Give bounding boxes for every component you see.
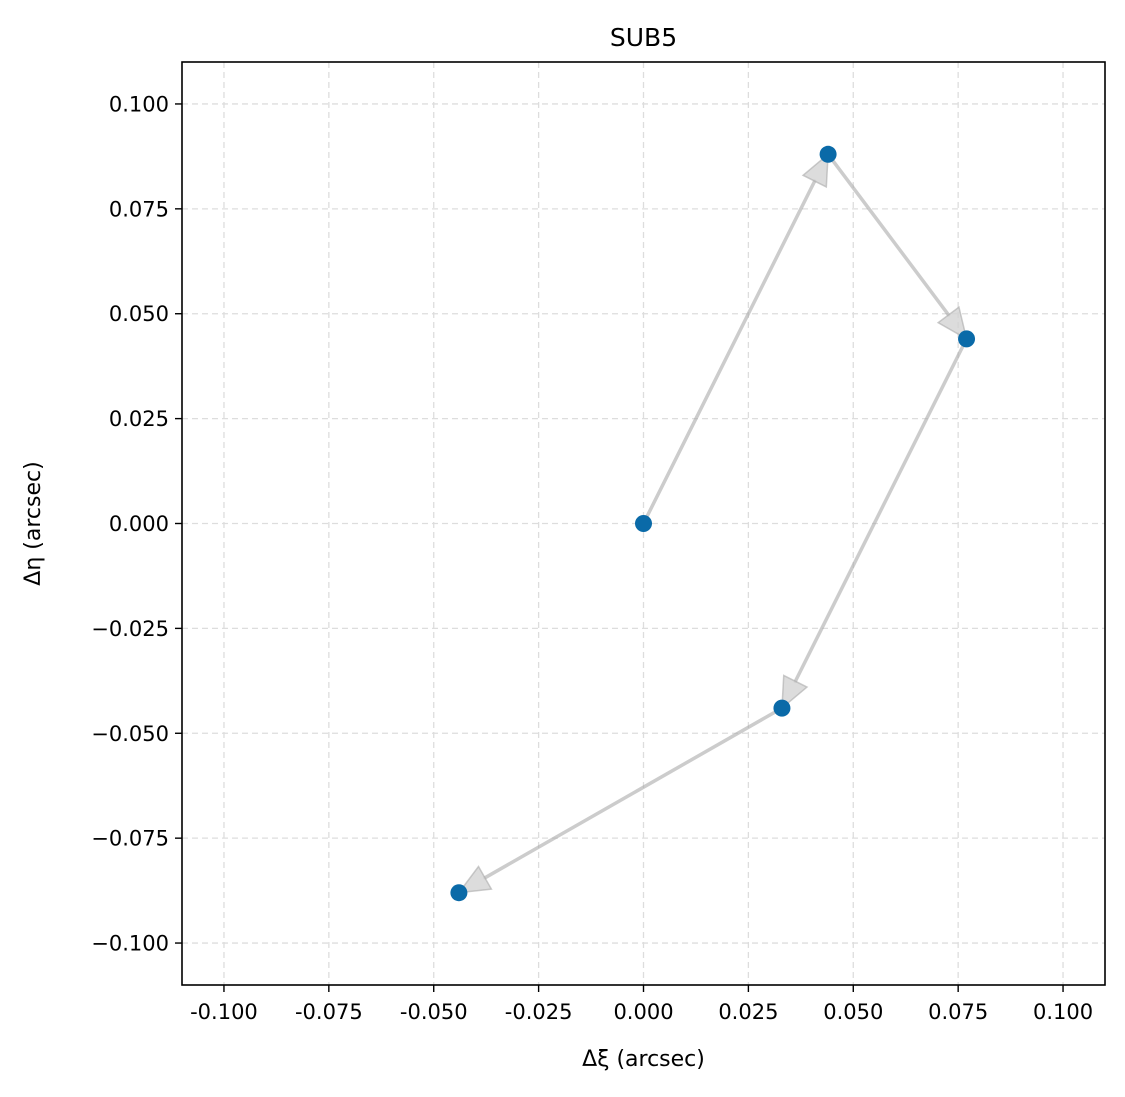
arrow-layer	[457, 152, 969, 894]
x-tick-layer: -0.100 -0.075 -0.050 -0.025 0.000 0.025 0.050 0…	[190, 985, 1093, 1024]
arrow-shaft	[793, 337, 969, 684]
y-tick-label: −0.050	[91, 722, 169, 746]
y-tick-label: −0.025	[91, 617, 169, 641]
arrow-shaft	[826, 152, 951, 317]
x-axis-label: Δξ (arcsec)	[582, 1047, 705, 1072]
trajectory-arrow	[781, 337, 969, 710]
data-point	[819, 145, 837, 163]
y-tick-label: −0.100	[91, 932, 169, 956]
x-tick-label: -0.100	[190, 1000, 258, 1024]
trajectory-arrow	[641, 152, 829, 526]
x-tick-label: -0.025	[505, 1000, 573, 1024]
arrow-shaft	[483, 706, 784, 880]
y-axis-label: Δη (arcsec)	[21, 461, 46, 585]
point-layer	[450, 145, 976, 902]
x-tick-label: 0.100	[1033, 1000, 1093, 1024]
x-tick-label: 0.050	[823, 1000, 883, 1024]
y-tick-label: 0.025	[109, 407, 169, 431]
y-tick-label: 0.050	[109, 302, 169, 326]
trajectory-arrow	[457, 706, 784, 894]
arrow-head	[457, 865, 493, 894]
x-tick-label: -0.050	[400, 1000, 468, 1024]
y-tick-label: 0.075	[109, 197, 169, 221]
data-point	[450, 884, 468, 902]
data-point	[635, 515, 652, 532]
x-tick-label: 0.000	[613, 1000, 673, 1024]
y-tick-layer: 0.100 0.075 0.050 0.025 0.000 −0.025 −0.050 −0.…	[91, 92, 182, 956]
trajectory-arrow	[826, 152, 968, 341]
x-tick-label: 0.075	[928, 1000, 988, 1024]
y-tick-label: 0.000	[109, 512, 169, 536]
x-tick-label: 0.025	[718, 1000, 778, 1024]
grid-layer	[182, 62, 1105, 985]
y-tick-label: −0.075	[91, 827, 169, 851]
arrow-head	[781, 674, 809, 710]
y-tick-label: 0.100	[109, 92, 169, 116]
data-point	[958, 330, 976, 348]
arrow-shaft	[641, 179, 817, 526]
data-point	[773, 699, 791, 717]
arrow-head	[936, 305, 968, 341]
chart-title: SUB5	[610, 23, 677, 52]
arrow-head	[801, 152, 829, 189]
x-tick-label: -0.075	[295, 1000, 363, 1024]
